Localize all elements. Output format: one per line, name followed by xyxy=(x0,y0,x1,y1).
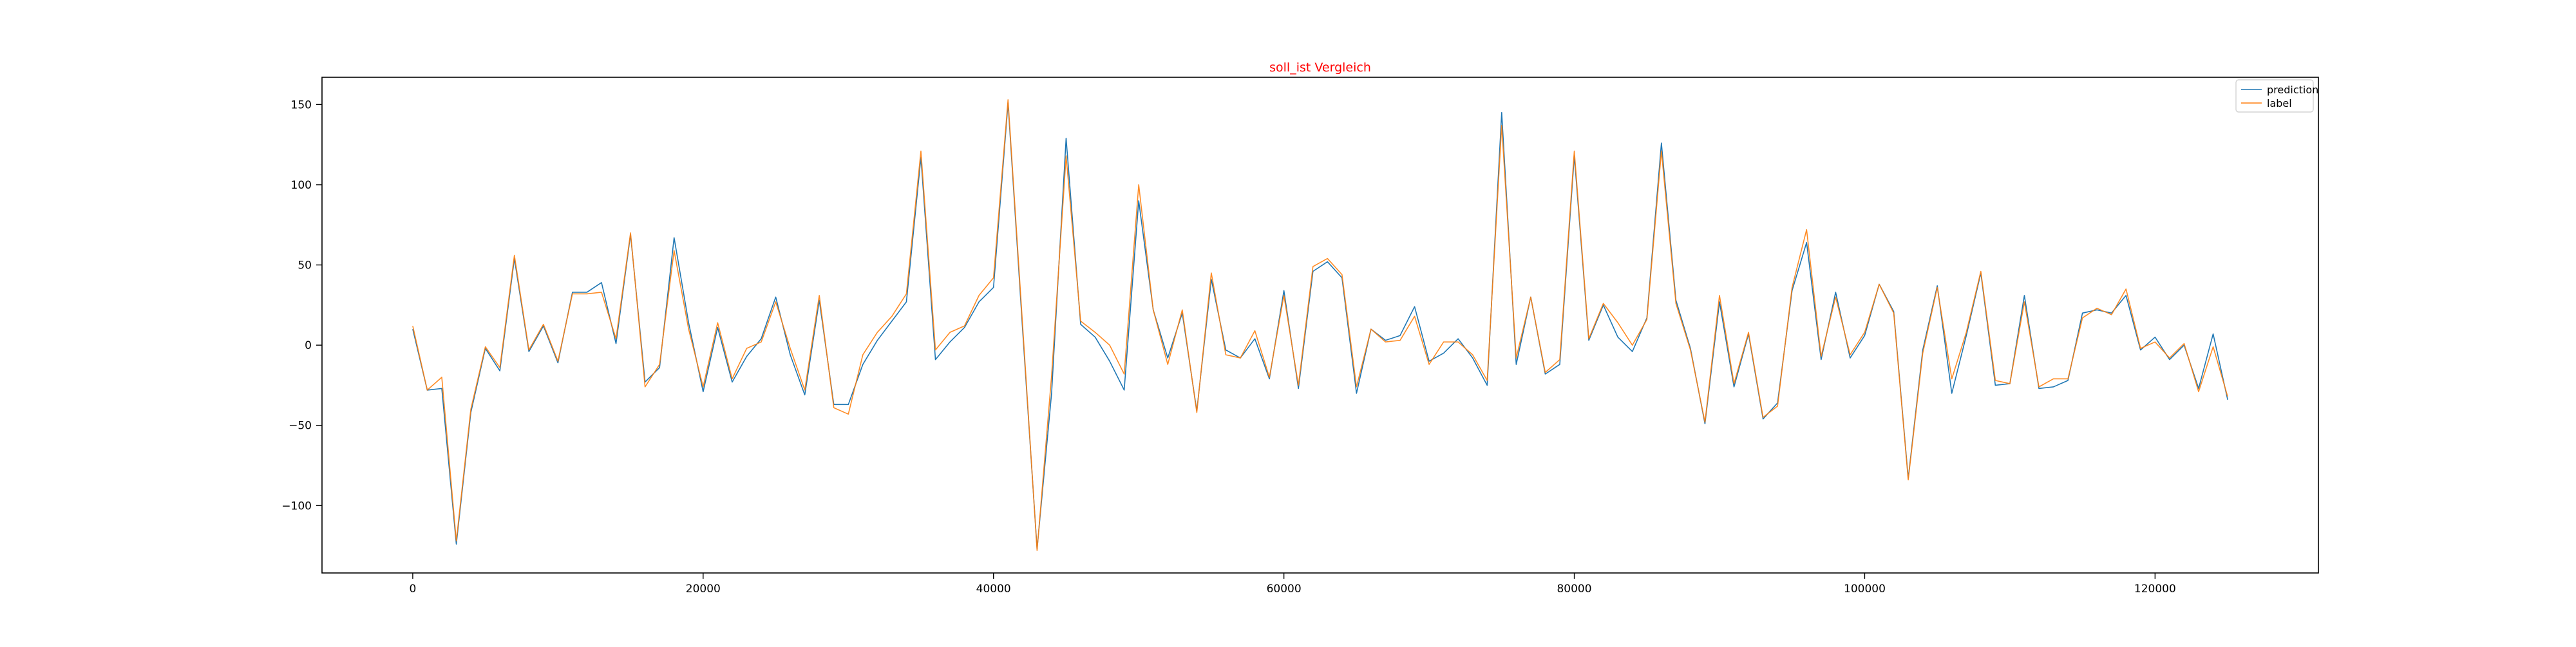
x-tick-label: 100000 xyxy=(1844,583,1886,595)
y-tick-label: 150 xyxy=(291,98,312,111)
x-tick-label: 120000 xyxy=(2134,583,2176,595)
x-axis-ticks: 0 20000 40000 60000 80000 100000 120000 xyxy=(409,573,2176,595)
legend-box xyxy=(2235,79,2314,113)
x-tick-label: 0 xyxy=(409,583,416,595)
legend-label-prediction: prediction xyxy=(2267,84,2318,96)
y-tick-label: 100 xyxy=(291,179,312,192)
series-group xyxy=(412,99,2228,551)
series-line-label xyxy=(412,99,2228,551)
y-tick-label: −50 xyxy=(289,420,312,433)
y-tick-label: 0 xyxy=(305,339,312,352)
x-tick-label: 80000 xyxy=(1557,583,1591,595)
x-tick-label: 20000 xyxy=(686,583,721,595)
plot-frame xyxy=(321,77,2319,574)
series-line-prediction xyxy=(412,102,2228,550)
y-axis-ticks: −100 −50 0 50 100 150 xyxy=(281,98,322,512)
y-tick-label: −100 xyxy=(281,500,312,512)
legend: prediction label xyxy=(2235,79,2318,113)
y-tick-label: 50 xyxy=(298,259,312,272)
x-tick-label: 60000 xyxy=(1267,583,1302,595)
axes-group xyxy=(321,77,2319,574)
chart-title: soll_ist Vergleich xyxy=(1269,61,1371,75)
legend-label-label: label xyxy=(2267,97,2292,109)
x-tick-label: 40000 xyxy=(976,583,1011,595)
